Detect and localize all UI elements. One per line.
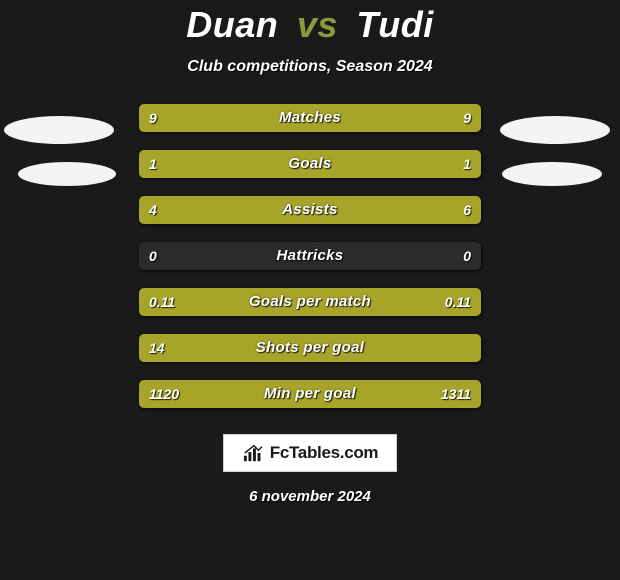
stat-value-left: 1 xyxy=(149,150,157,178)
stat-row: Goals1 1 xyxy=(139,150,481,178)
stat-label: Hattricks xyxy=(139,242,481,270)
date-label: 6 november 2024 xyxy=(249,488,371,505)
stat-row: Hattricks0 0 xyxy=(139,242,481,270)
stat-value-left: 14 xyxy=(149,334,165,362)
stat-label: Assists xyxy=(139,196,481,224)
stat-row: Matches9 9 xyxy=(139,104,481,132)
stat-row: Shots per goal14 xyxy=(139,334,481,362)
stat-label: Goals per match xyxy=(139,288,481,316)
chart-icon xyxy=(242,443,264,463)
stat-value-right: 9 xyxy=(463,104,471,132)
vs-label: vs xyxy=(297,4,338,45)
stat-row: Min per goal1120 1311 xyxy=(139,380,481,408)
player2-photo-secondary xyxy=(502,162,602,186)
stat-value-right: 0 xyxy=(463,242,471,270)
stat-row: Assists4 6 xyxy=(139,196,481,224)
subtitle: Club competitions, Season 2024 xyxy=(187,58,432,76)
stat-value-right: 1 xyxy=(463,150,471,178)
player2-name: Tudi xyxy=(356,4,433,45)
stat-bars: Matches9 9 Goals1 1 Assists4 6 Hattricks0 0 Goal… xyxy=(139,104,481,408)
stat-value-left: 9 xyxy=(149,104,157,132)
stat-value-left: 0 xyxy=(149,242,157,270)
stat-value-left: 0.11 xyxy=(149,288,175,316)
player1-photo-secondary xyxy=(18,162,116,186)
brand-text: FcTables.com xyxy=(270,443,379,463)
player1-name: Duan xyxy=(186,4,278,45)
stat-label: Matches xyxy=(139,104,481,132)
stat-label: Min per goal xyxy=(139,380,481,408)
stat-value-left: 4 xyxy=(149,196,157,224)
page-title: Duan vs Tudi xyxy=(186,4,433,46)
player1-photo xyxy=(4,116,114,144)
player2-photo xyxy=(500,116,610,144)
brand-badge: FcTables.com xyxy=(223,434,398,472)
stat-row: Goals per match0.11 0.11 xyxy=(139,288,481,316)
stat-value-right: 1311 xyxy=(441,380,471,408)
stat-label: Goals xyxy=(139,150,481,178)
comparison-card: Duan vs Tudi Club competitions, Season 2… xyxy=(0,0,620,580)
stat-value-right: 6 xyxy=(463,196,471,224)
stat-value-right: 0.11 xyxy=(445,288,471,316)
stats-area: Matches9 9 Goals1 1 Assists4 6 Hattricks0 0 Goal… xyxy=(0,104,620,408)
stat-value-left: 1120 xyxy=(149,380,179,408)
stat-label: Shots per goal xyxy=(139,334,481,362)
